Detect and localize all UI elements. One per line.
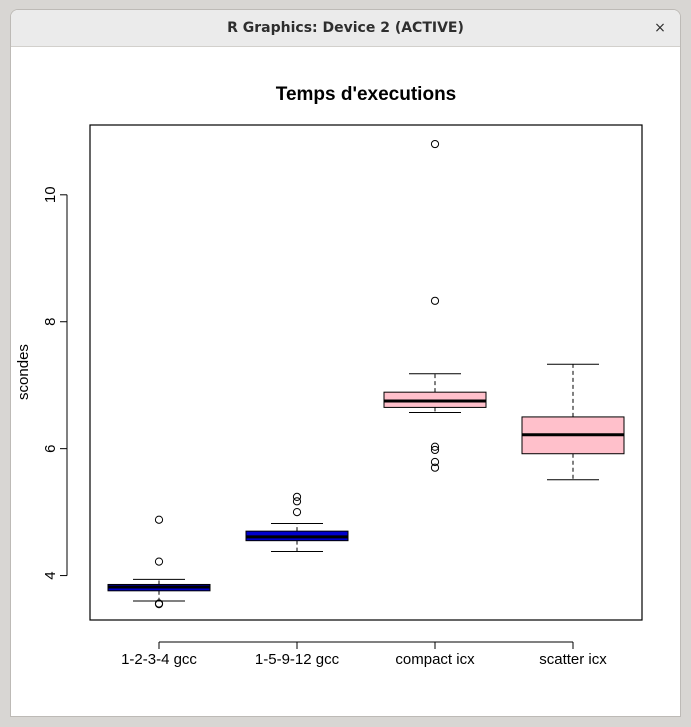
box-group xyxy=(521,363,625,481)
x-tick-label: 1-2-3-4 gcc xyxy=(121,651,197,668)
boxplot-chart: Temps d'executions scondes 4 6 8 10 1-2-3-4 … xyxy=(15,84,643,668)
outlier-point xyxy=(430,296,440,305)
y-tick-label: 8 xyxy=(42,318,59,326)
y-tick-label: 10 xyxy=(42,186,59,203)
y-tick-label: 6 xyxy=(42,444,59,452)
r-graphics-window: R Graphics: Device 2 (ACTIVE) × Temps d'… xyxy=(10,9,681,717)
outlier-point xyxy=(292,492,302,501)
box-group xyxy=(383,139,487,472)
close-icon[interactable]: × xyxy=(654,20,666,36)
x-tick-label: compact icx xyxy=(395,651,475,668)
outlier-point xyxy=(430,442,440,451)
outlier-point xyxy=(154,600,164,609)
outlier-point xyxy=(154,557,164,566)
x-tick-label: scatter icx xyxy=(539,651,607,668)
title-bar[interactable]: R Graphics: Device 2 (ACTIVE) × xyxy=(11,10,680,47)
outlier-point xyxy=(430,457,440,467)
outlier-point xyxy=(430,463,440,472)
x-tick-label: 1-5-9-12 gcc xyxy=(255,651,340,668)
box-group xyxy=(107,515,211,609)
window-title: R Graphics: Device 2 (ACTIVE) xyxy=(227,20,464,36)
outlier-point xyxy=(292,508,302,517)
outlier-point xyxy=(292,497,302,506)
y-tick-label: 4 xyxy=(42,571,59,579)
outlier-point xyxy=(430,139,440,149)
box-group xyxy=(245,492,349,552)
chart-title: Temps d'executions xyxy=(276,84,457,105)
plot-frame xyxy=(89,124,643,621)
outlier-point xyxy=(430,445,440,455)
outlier-point xyxy=(154,515,164,524)
y-axis-label: scondes xyxy=(15,344,32,400)
